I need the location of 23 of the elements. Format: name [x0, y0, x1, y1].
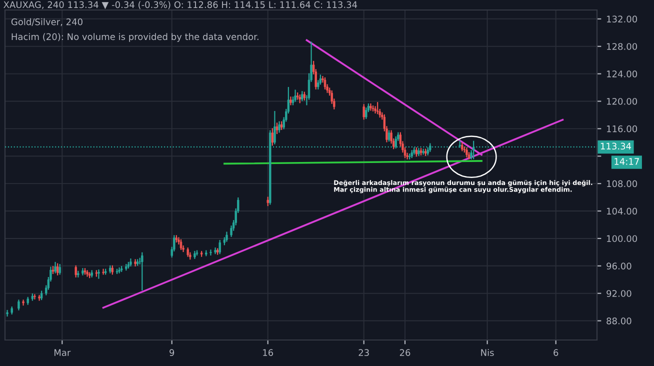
ref-line-label: 113.34 [600, 142, 632, 150]
y-tick-label: 104.00 [607, 208, 638, 215]
y-tick-label: 100.00 [607, 235, 638, 242]
y-tick-label: 88.00 [606, 318, 632, 324]
x-tick-label: 23 [358, 349, 369, 356]
y-tick-label: 128.00 [607, 43, 638, 50]
x-tick-label: 26 [400, 349, 410, 356]
annotation: Hacim (20): No volume is provided by the data vendor. [12, 33, 258, 42]
chart-title: XAUXAG, 240 113.34 ▼ -0.34 (-0.3%) O: 112.86 H: 114.15 L: 111.64 C: 113.34 [4, 1, 358, 10]
y-tick-label: 116.00 [607, 125, 638, 132]
x-tick-label: 16 [263, 349, 274, 356]
x-tick-label: Mar [54, 349, 71, 356]
x-tick-label: 9 [170, 349, 174, 356]
x-tick-label: 6 [554, 349, 558, 356]
y-tick-label: 108.00 [607, 180, 638, 188]
y-tick-label: 132.00 [607, 16, 638, 22]
text: Gold/Silver, 240 [11, 18, 82, 26]
text: 14:17 [614, 158, 639, 165]
y-tick-label: 92.00 [606, 290, 632, 297]
x-tick-label: Nis [481, 349, 494, 356]
y-tick-label: 96.00 [606, 262, 632, 270]
y-tick-label: 124.00 [607, 70, 638, 78]
y-tick-label: 120.00 [607, 98, 638, 105]
